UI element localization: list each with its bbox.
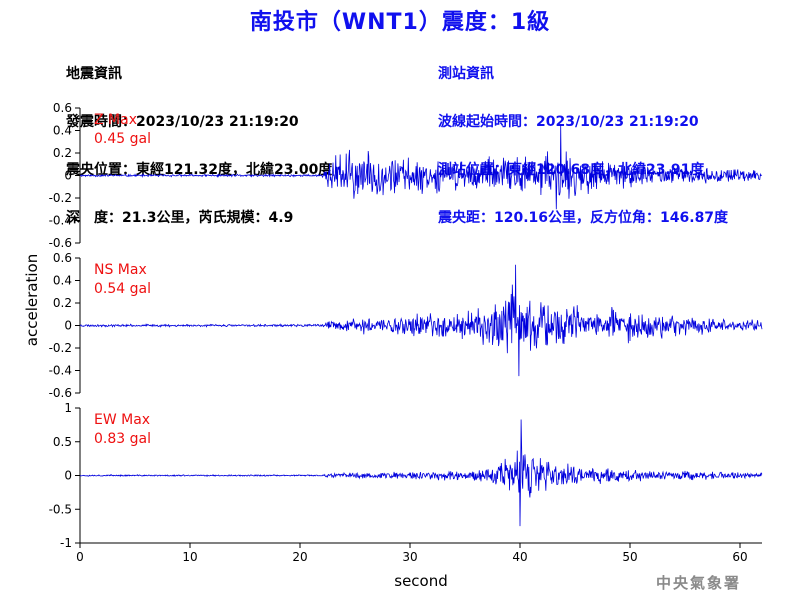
y-tick-label: -0.4 — [49, 364, 72, 378]
max-label-z: Z Max — [94, 112, 137, 128]
y-tick-label: 0.2 — [53, 146, 72, 160]
x-tick-label: 40 — [512, 550, 527, 564]
x-tick-label: 50 — [622, 550, 637, 564]
earthquake-info-heading: 地震資訊 — [66, 66, 122, 82]
station-info: 測站資訊 波線起始時間：2023/10/23 21:19:20 測站位置：東經1… — [438, 34, 728, 242]
max-value-ew: 0.83 gal — [94, 431, 151, 447]
y-tick-label: 0 — [64, 469, 72, 483]
trace-z — [79, 124, 763, 210]
y-tick-label: 1 — [64, 401, 72, 415]
max-value-z: 0.45 gal — [94, 131, 151, 147]
y-tick-label: 0.6 — [53, 251, 72, 265]
y-tick-label: -0.5 — [49, 502, 72, 516]
y-tick-label: 0.2 — [53, 296, 72, 310]
trace-ew — [79, 419, 763, 527]
page-title: 南投市（WNT1）震度：1級 — [249, 10, 551, 35]
y-axis-label: acceleration — [23, 254, 41, 346]
trace-ns — [79, 264, 763, 377]
max-label-ns: NS Max — [94, 262, 147, 278]
max-label-ew: EW Max — [94, 412, 150, 428]
station-info-heading: 測站資訊 — [438, 66, 494, 82]
agency-watermark: 中央氣象署 — [656, 574, 742, 592]
y-tick-label: 0 — [64, 319, 72, 333]
max-value-ns: 0.54 gal — [94, 281, 151, 297]
y-tick-label: 0 — [64, 169, 72, 183]
x-tick-label: 0 — [76, 550, 84, 564]
x-tick-label: 10 — [182, 550, 197, 564]
y-tick-label: -0.2 — [49, 191, 72, 205]
distance-azimuth: 震央距：120.16公里，反方位角：146.87度 — [438, 210, 729, 226]
y-tick-label: 0.4 — [53, 124, 72, 138]
origin-time: 發震時間：2023/10/23 21:19:20 — [66, 114, 299, 130]
y-tick-label: -0.6 — [49, 236, 72, 250]
y-tick-label: -0.2 — [49, 341, 72, 355]
depth-magnitude: 深 度：21.3公里，芮氏規模：4.9 — [66, 210, 294, 226]
y-tick-label: 0.6 — [53, 101, 72, 115]
y-tick-label: -0.6 — [49, 386, 72, 400]
x-tick-label: 60 — [732, 550, 747, 564]
y-tick-label: -0.4 — [49, 214, 72, 228]
wave-start-time: 波線起始時間：2023/10/23 21:19:20 — [438, 114, 699, 130]
earthquake-info: 地震資訊 發震時間：2023/10/23 21:19:20 震央位置：東經121… — [66, 34, 332, 242]
x-tick-label: 20 — [292, 550, 307, 564]
y-tick-label: -1 — [60, 536, 72, 550]
x-axis-label: second — [394, 572, 448, 590]
y-tick-label: 0.4 — [53, 274, 72, 288]
x-tick-label: 30 — [402, 550, 417, 564]
y-tick-label: 0.5 — [53, 435, 72, 449]
